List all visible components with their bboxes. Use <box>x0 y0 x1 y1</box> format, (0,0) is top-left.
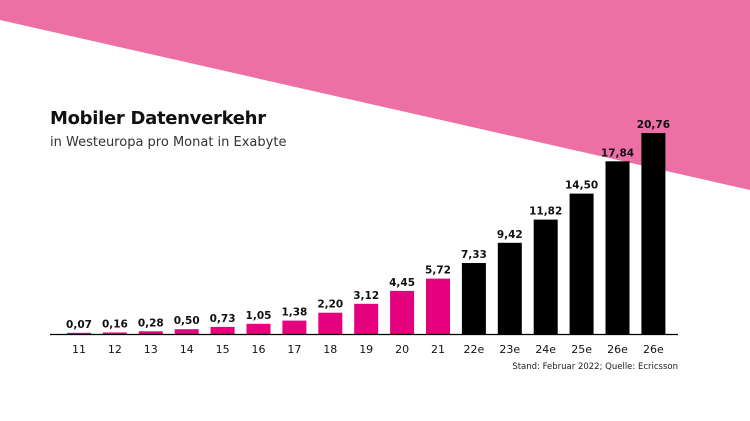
x-tick-label: 14 <box>180 343 194 356</box>
bar <box>354 303 379 334</box>
bar <box>426 278 450 334</box>
bar <box>210 326 235 334</box>
bar-value-label: 1,05 <box>246 310 272 322</box>
x-tick-label: 21 <box>431 343 445 356</box>
bar-value-label: 9,42 <box>497 229 523 241</box>
bar <box>246 323 271 334</box>
x-tick-label: 23e <box>499 343 520 356</box>
x-tick-label: 18 <box>323 343 337 356</box>
x-tick-label: 11 <box>72 343 86 356</box>
bar <box>102 332 127 334</box>
bar <box>390 290 415 334</box>
bar <box>497 242 522 334</box>
x-tick-label: 19 <box>359 343 373 356</box>
bar <box>641 133 666 334</box>
bar-value-label: 1,38 <box>281 307 307 319</box>
bar-value-label: 0,50 <box>174 315 200 327</box>
bar <box>533 219 558 334</box>
bar <box>569 193 594 334</box>
x-tick-label: 26e <box>607 343 628 356</box>
bar-value-label: 0,28 <box>138 317 164 329</box>
bar-value-label: 0,73 <box>210 313 236 325</box>
bar-value-label: 0,16 <box>102 319 128 331</box>
bar-value-label: 11,82 <box>529 206 562 218</box>
bar <box>138 331 163 334</box>
bar-value-label: 17,84 <box>601 147 634 159</box>
x-tick-label: 20 <box>395 343 409 356</box>
x-tick-label: 16 <box>252 343 266 356</box>
x-tick-label: 25e <box>571 343 592 356</box>
bar-value-label: 7,33 <box>461 249 487 261</box>
x-tick-label: 17 <box>287 343 301 356</box>
bar <box>605 161 630 334</box>
x-tick-label: 26e <box>643 343 664 356</box>
x-tick-label: 22e <box>464 343 485 356</box>
chart-subtitle: in Westeuropa pro Monat in Exabyte <box>50 135 287 150</box>
x-tick-label: 12 <box>108 343 122 356</box>
source-note: Stand: Februar 2022; Quelle: Ecricsson <box>512 362 678 372</box>
x-tick-label: 24e <box>535 343 556 356</box>
bar <box>318 312 343 334</box>
bar-value-label: 2,20 <box>317 299 343 311</box>
bar-value-label: 4,45 <box>389 277 415 289</box>
bar-value-label: 0,07 <box>66 319 92 331</box>
bar <box>282 320 307 334</box>
bar-value-label: 5,72 <box>425 265 451 277</box>
chart-title: Mobiler Datenverkehr <box>50 108 266 129</box>
x-tick-label: 13 <box>144 343 158 356</box>
bar <box>461 263 486 334</box>
bar <box>67 332 91 334</box>
x-tick-label: 15 <box>216 343 230 356</box>
bar-value-label: 20,76 <box>637 119 670 131</box>
bar-value-label: 3,12 <box>353 290 379 302</box>
bar <box>174 329 199 334</box>
bar-value-label: 14,50 <box>565 180 598 192</box>
